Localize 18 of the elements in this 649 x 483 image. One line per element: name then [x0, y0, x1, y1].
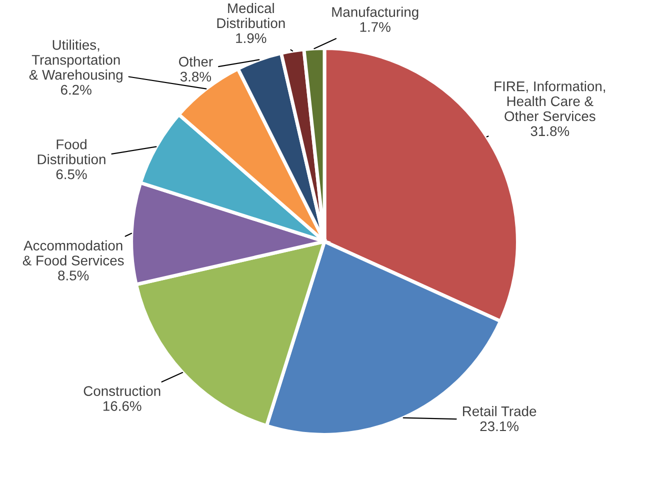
data-label: 3.8%: [180, 72, 212, 82]
slice-label: Accommodation & Food Services: [22, 240, 124, 266]
data-label: 16.6%: [103, 401, 142, 411]
data-label: 1.9%: [236, 33, 266, 44]
slice-label: Medical Distribution: [217, 2, 285, 28]
data-label: 1.7%: [360, 22, 390, 32]
data-label: 6.5%: [56, 169, 87, 180]
slice-label: Other: [178, 56, 213, 67]
data-label: 23.1%: [480, 421, 518, 432]
data-label: 8.5%: [58, 270, 89, 280]
slice-label: FIRE, Information, Health Care & Other Services: [494, 81, 605, 122]
slice-label: Retail Trade: [463, 406, 536, 416]
data-label: 31.8%: [530, 126, 570, 136]
slice-label: Construction: [84, 386, 160, 396]
slice-label: Utilities, Transportation & Warehousing: [29, 40, 122, 82]
data-label: 6.2%: [60, 84, 92, 95]
slice-label: Manufacturing: [332, 6, 418, 20]
slice-label: Food Distribution: [38, 139, 106, 164]
